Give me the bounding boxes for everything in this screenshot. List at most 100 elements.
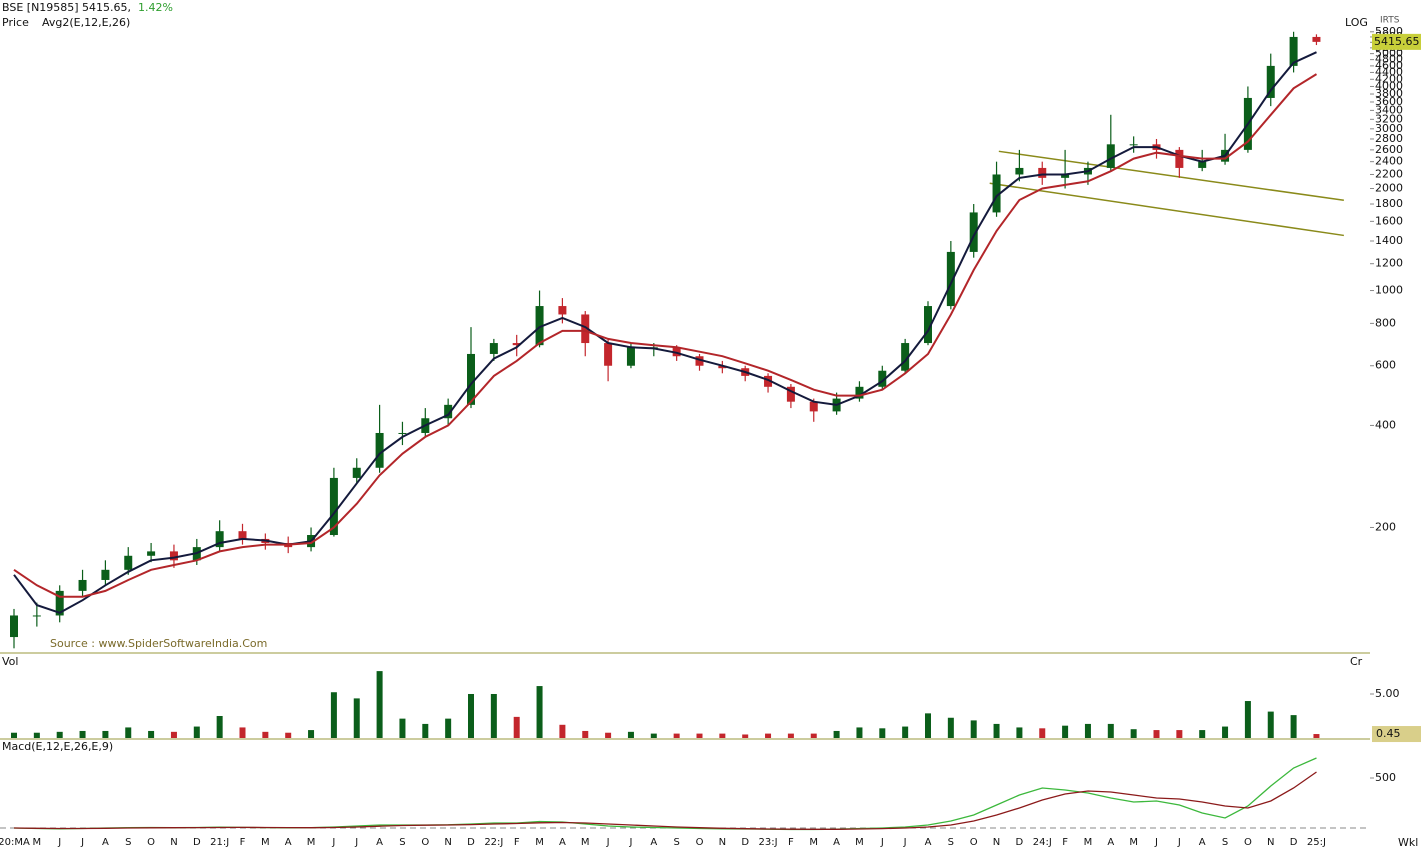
x-tick-label: D — [193, 837, 201, 848]
volume-bar — [1062, 725, 1069, 738]
volume-bar — [422, 723, 429, 738]
volume-bar — [1267, 711, 1274, 738]
y-tick-label: 3800 — [1375, 87, 1403, 100]
candle-body — [329, 477, 338, 536]
volume-bar — [468, 693, 474, 738]
candle-body — [604, 343, 613, 366]
x-tick-label: A — [1199, 837, 1206, 848]
x-tick-label: J — [354, 837, 358, 848]
candle-body — [1289, 36, 1298, 66]
y-tick-label: 3000 — [1375, 122, 1403, 135]
candle-body — [55, 590, 64, 616]
candle-body — [10, 615, 18, 638]
y-tick-label: 1000 — [1375, 284, 1403, 297]
x-tick-label: N — [1267, 837, 1274, 848]
x-tick-label: N — [993, 837, 1000, 848]
x-tick-label: S — [125, 837, 131, 848]
y-tick-label: 4200 — [1375, 72, 1403, 85]
x-tick-label: A — [833, 837, 840, 848]
y-tick-label: 2000 — [1375, 182, 1403, 195]
y-tick-label: 5.00 — [1375, 687, 1400, 700]
x-tick-label: M — [1129, 837, 1138, 848]
x-tick-label: J — [903, 837, 907, 848]
candle-body — [878, 370, 887, 387]
x-tick-label: 22:J — [484, 837, 503, 848]
change: 1.42% — [138, 1, 173, 14]
volume-bar — [1130, 729, 1137, 738]
volume-bar — [79, 730, 86, 738]
volume-bar — [11, 732, 17, 738]
volume-bar — [33, 732, 40, 738]
x-tick-label: A — [376, 837, 383, 848]
volume-bar — [193, 726, 200, 738]
x-tick-label: M — [535, 837, 544, 848]
period-label: Wkl — [1398, 836, 1418, 849]
volume-bar — [1153, 730, 1160, 738]
y-tick-label: 5000 — [1375, 47, 1403, 60]
y-tick-label: 4400 — [1375, 65, 1403, 78]
candle-body — [786, 386, 795, 402]
candle-body — [924, 306, 932, 344]
candle-body — [1312, 36, 1321, 42]
candle-body — [78, 579, 87, 591]
y-tick-label: 1400 — [1375, 234, 1403, 247]
y-tick-label: 4000 — [1375, 79, 1403, 92]
candle-body — [215, 531, 224, 548]
x-tick-label: M — [809, 837, 818, 848]
volume-bar — [536, 686, 543, 738]
volume-bar — [353, 698, 360, 738]
volume-bar — [1084, 723, 1091, 738]
volume-bar — [445, 718, 452, 738]
candle-body — [238, 531, 247, 539]
candle-body — [1266, 65, 1275, 98]
volume-bar — [125, 727, 132, 738]
volume-bar — [330, 692, 337, 738]
volume-bar — [947, 717, 954, 738]
candle-body — [946, 251, 955, 307]
indicator-label: Avg2(E,12,E,26) — [42, 16, 130, 29]
y-tick-label: 1800 — [1375, 197, 1403, 210]
candle-body — [1129, 144, 1138, 146]
y-tick-label: 500 — [1375, 771, 1396, 784]
trendline — [989, 182, 1344, 237]
candle-body — [718, 365, 727, 369]
volume-tag — [1372, 726, 1421, 743]
x-tick-label: M — [33, 837, 42, 848]
volume-bar — [148, 730, 155, 738]
volume-bar — [673, 733, 680, 738]
volume-bar — [1244, 701, 1251, 738]
trendline — [998, 150, 1344, 202]
x-tick-label: S — [399, 837, 405, 848]
y-tick-label: 4600 — [1375, 59, 1403, 72]
x-tick-label: M — [307, 837, 316, 848]
candle-body — [901, 343, 910, 371]
x-tick-label: D — [467, 837, 475, 848]
x-tick-label: D — [1016, 837, 1024, 848]
y-tick-label: 800 — [1375, 316, 1396, 329]
x-tick-label: J — [628, 837, 632, 848]
x-tick-label: J — [80, 837, 84, 848]
x-tick-label: O — [421, 837, 429, 848]
volume-bar — [513, 716, 520, 738]
candle-body — [1175, 149, 1184, 168]
volume-bar — [993, 723, 1000, 738]
x-tick-label: O — [696, 837, 704, 848]
candle-body — [695, 356, 704, 366]
x-tick-label: 21:J — [210, 837, 229, 848]
x-tick-label: F — [788, 837, 794, 848]
chart-title: BSE [N19585] — [2, 1, 79, 14]
candle-body — [581, 314, 590, 344]
moving-average — [13, 73, 1318, 598]
y-tick-label: 1600 — [1375, 214, 1403, 227]
x-tick-label: J — [880, 837, 884, 848]
x-tick-label: A — [102, 837, 109, 848]
macd-title: Macd(E,12,E,26,E,9) — [2, 740, 113, 753]
volume-bar — [925, 713, 931, 738]
x-tick-label: S — [1222, 837, 1228, 848]
y-tick-label: 3200 — [1375, 112, 1403, 125]
x-tick-label: A — [285, 837, 292, 848]
x-tick-label: J — [1177, 837, 1181, 848]
x-tick-label: A — [1107, 837, 1114, 848]
y-tick-label: 3400 — [1375, 103, 1403, 116]
